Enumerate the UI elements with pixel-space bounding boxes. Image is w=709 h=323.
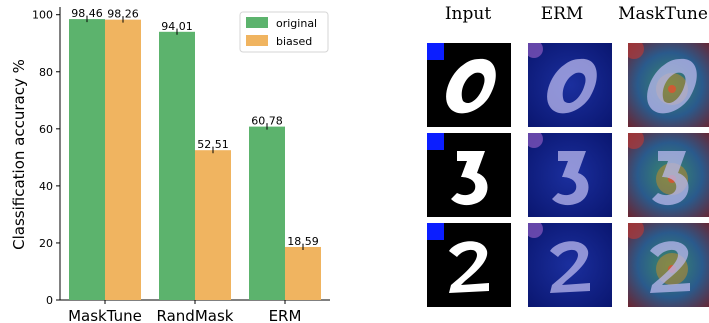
bar-biased-erm	[285, 246, 321, 300]
bar-original-randmask	[159, 31, 195, 300]
y-tick-label: 100	[32, 9, 53, 22]
data-label: 60.78	[251, 115, 283, 128]
y-tick-label: 80	[39, 66, 53, 79]
bar-original-erm	[249, 126, 285, 300]
input-image-digit-2	[427, 223, 511, 307]
y-tick-label: 0	[46, 294, 53, 307]
masktune-saliency-map-digit-2	[628, 223, 709, 307]
y-axis-label: Classification accuracy %	[10, 59, 28, 250]
input-image-digit-0	[427, 43, 511, 127]
column-header-erm: ERM	[540, 4, 584, 24]
y-tick-label: 40	[39, 180, 53, 193]
y-tick-label: 60	[39, 123, 53, 136]
bar-original-masktune	[69, 19, 105, 300]
bar-biased-randmask	[195, 150, 231, 300]
masktune-saliency-map-digit-0	[628, 43, 709, 127]
data-label: 52.51	[197, 138, 229, 151]
input-image-digit-3	[427, 133, 511, 217]
bar-biased-masktune	[105, 19, 141, 300]
data-label: 98.46	[71, 7, 103, 20]
data-label: 98.26	[107, 8, 139, 21]
column-header-masktune: MaskTune	[618, 4, 708, 24]
data-label: 94.01	[161, 20, 193, 33]
column-header-input: Input	[444, 4, 492, 24]
legend-swatch-original	[246, 17, 268, 28]
x-tick-label: ERM	[269, 307, 302, 323]
erm-saliency-map-digit-0	[528, 43, 612, 127]
y-tick-label: 20	[39, 237, 53, 250]
bar-chart: 0 20 40 60 80 100 Classification accuracy % 98.…	[10, 7, 330, 323]
x-tick-label: RandMask	[157, 307, 234, 323]
legend-swatch-biased	[246, 35, 268, 46]
data-label: 18.59	[287, 235, 319, 248]
masktune-saliency-map-digit-3	[628, 133, 709, 217]
legend-label-original: original	[276, 17, 317, 30]
legend-label-biased: biased	[276, 35, 312, 48]
erm-saliency-map-digit-2	[528, 223, 612, 307]
erm-saliency-map-digit-3	[528, 133, 612, 217]
x-tick-label: MaskTune	[68, 307, 142, 323]
